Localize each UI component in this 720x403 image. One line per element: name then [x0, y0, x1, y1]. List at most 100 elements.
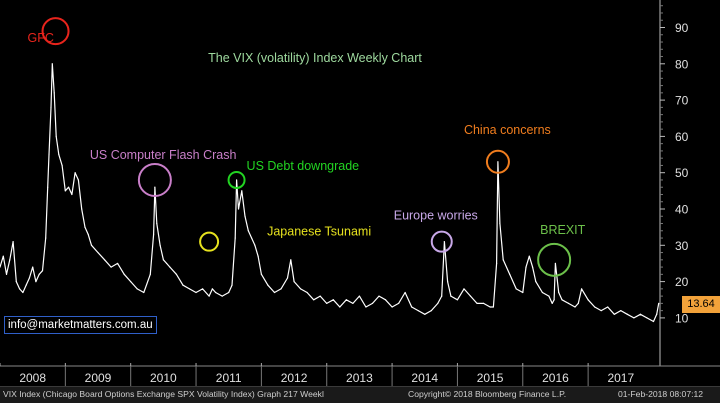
data-point: [482, 302, 485, 304]
data-point: [613, 313, 615, 315]
data-point: [25, 284, 27, 286]
data-point: [404, 291, 406, 294]
data-point: [587, 299, 589, 301]
data-point: [201, 288, 204, 290]
data-point: [574, 306, 576, 308]
data-point: [28, 277, 31, 279]
data-point: [553, 299, 555, 301]
data-point: [250, 237, 253, 239]
data-point: [97, 251, 99, 254]
last-value-badge: 13.64: [682, 296, 720, 313]
y-tick-label: 50: [675, 166, 689, 180]
annotation-circle: [137, 162, 172, 197]
data-point: [476, 302, 478, 304]
x-tick-label: 2008: [19, 371, 46, 385]
data-point: [64, 190, 66, 192]
annotations-layer: GFC US Computer Flash Crash US Debt downgr…: [28, 17, 586, 277]
data-point: [267, 284, 269, 286]
annotation-label: BREXIT: [540, 223, 586, 237]
x-tick-label: 2011: [216, 371, 242, 385]
data-point: [489, 306, 491, 308]
data-point: [646, 317, 648, 319]
data-point: [154, 186, 156, 188]
data-point: [633, 317, 635, 319]
data-point: [51, 63, 53, 65]
data-point: [61, 164, 63, 167]
y-tick-label: 40: [675, 203, 689, 217]
data-point: [371, 302, 374, 304]
x-tick-label: 2009: [85, 371, 112, 385]
data-point: [254, 244, 256, 246]
data-point: [22, 291, 24, 294]
data-point: [378, 295, 380, 297]
data-point: [5, 273, 8, 275]
annotation-circle: [537, 242, 572, 277]
data-point: [430, 310, 432, 312]
data-point: [273, 291, 276, 294]
footer-bar: VIX Index (Chicago Board Options Exchang…: [0, 386, 720, 403]
data-point: [19, 288, 21, 290]
data-point: [424, 313, 426, 315]
data-point: [237, 208, 240, 210]
data-point: [463, 288, 465, 290]
data-point: [620, 310, 622, 312]
data-point: [345, 299, 347, 301]
axes: 10 20 30 40 50 60 70 80 90 2008 2009 2010 2011 2012 20…: [0, 0, 720, 386]
footer-copyright: Copyright© 2018 Bloomberg Finance L.P.: [408, 389, 567, 399]
data-point: [548, 295, 550, 297]
data-point: [522, 291, 524, 294]
data-point: [443, 241, 445, 243]
data-point: [600, 310, 602, 312]
data-point: [450, 295, 452, 297]
data-point: [169, 266, 171, 268]
data-point: [175, 273, 178, 275]
data-point: [234, 237, 236, 239]
data-point: [509, 273, 511, 275]
data-point: [152, 233, 155, 236]
data-point: [123, 273, 125, 275]
data-point: [130, 281, 132, 283]
data-point: [35, 281, 37, 283]
y-tick-label: 90: [675, 21, 689, 35]
annotation-circle: [430, 230, 453, 253]
x-tick-label: 2012: [281, 371, 308, 385]
annotation-circle: [199, 231, 220, 252]
data-point: [391, 306, 393, 308]
data-point: [53, 92, 55, 94]
data-point: [580, 288, 583, 290]
data-point: [48, 153, 50, 156]
data-point: [257, 255, 259, 257]
data-point: [55, 135, 57, 137]
data-point: [365, 306, 367, 308]
data-point: [496, 262, 498, 265]
chart-title: The VIX (volatility) Index Weekly Chart: [208, 51, 422, 65]
x-tick-label: 2010: [150, 371, 177, 385]
data-point: [319, 295, 321, 297]
data-point: [384, 299, 387, 301]
data-point: [558, 291, 560, 294]
data-point: [306, 291, 308, 294]
x-tick-label: 2014: [411, 371, 438, 385]
data-point: [497, 161, 499, 163]
data-point: [182, 284, 184, 286]
data-point: [437, 302, 439, 304]
data-point: [9, 259, 11, 261]
data-point: [515, 288, 517, 290]
data-point: [577, 302, 579, 304]
data-point: [332, 299, 334, 301]
data-point: [535, 281, 537, 283]
x-tick-label: 2017: [607, 371, 634, 385]
y-tick-label: 80: [675, 57, 689, 71]
data-point: [136, 288, 138, 290]
data-point: [215, 291, 217, 294]
y-tick-label: 60: [675, 130, 689, 144]
data-point: [143, 291, 145, 294]
data-point: [658, 302, 660, 304]
data-point: [41, 270, 44, 272]
data-point: [447, 281, 449, 283]
data-point: [398, 302, 400, 304]
data-point: [594, 306, 596, 308]
data-point: [103, 259, 106, 261]
y-tick-label: 70: [675, 94, 689, 108]
annotation-label: US Debt downgrade: [247, 159, 360, 173]
